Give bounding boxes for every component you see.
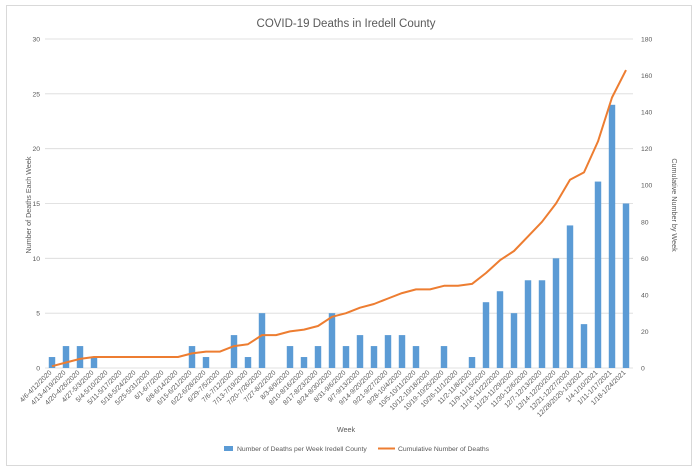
- bar: [510, 313, 518, 368]
- y2-tick-label: 140: [641, 110, 653, 117]
- y2-axis-title: Cumulative Number by Week: [670, 158, 679, 252]
- bar: [230, 335, 238, 368]
- bar: [552, 258, 560, 368]
- bar: [440, 346, 448, 368]
- chart-frame: [6, 5, 692, 466]
- y2-tick-label: 160: [641, 73, 653, 80]
- bar: [188, 346, 196, 368]
- chart-title: COVID-19 Deaths in Iredell County: [257, 18, 436, 30]
- bar: [90, 357, 98, 368]
- y-tick-label: 0: [36, 366, 40, 373]
- y2-tick-label: 80: [641, 219, 649, 226]
- bar: [314, 346, 322, 368]
- bar-series: [48, 104, 630, 369]
- bar: [258, 313, 266, 368]
- y2-tick-label: 20: [641, 329, 649, 336]
- y2-tick-label: 60: [641, 256, 649, 263]
- y-axis-title: Number of Deaths Each Week: [24, 156, 33, 253]
- bar: [244, 357, 252, 368]
- legend-bar-label: Number of Deaths per Week Iredell County: [237, 446, 367, 453]
- right-axis-ticks: 0 20 40 60 80 100 120 140 160 180: [641, 37, 653, 373]
- y2-tick-label: 40: [641, 292, 649, 299]
- y2-tick-label: 120: [641, 146, 653, 153]
- bar: [580, 324, 588, 368]
- gridlines: [45, 38, 633, 369]
- y-tick-label: 30: [32, 37, 40, 44]
- bar: [342, 346, 350, 368]
- bar: [566, 225, 574, 368]
- bar: [202, 357, 210, 368]
- bar: [412, 346, 420, 368]
- legend: Number of Deaths per Week Iredell County…: [224, 446, 490, 453]
- y2-tick-label: 100: [641, 183, 653, 190]
- bar: [384, 335, 392, 368]
- bar: [398, 335, 406, 368]
- x-axis-ticks: 4/6-4/12/20204/13-4/19/20204/20-4/26/202…: [19, 369, 628, 418]
- bar: [300, 357, 308, 368]
- bar: [48, 357, 56, 368]
- y2-tick-label: 0: [641, 366, 645, 373]
- legend-line-label: Cumulative Number of Deaths: [398, 446, 490, 453]
- bar: [524, 280, 532, 368]
- bar: [622, 203, 630, 368]
- bar: [482, 302, 490, 368]
- y-tick-label: 10: [32, 256, 40, 263]
- left-axis-ticks: 0 5 10 15 20 25 30: [32, 37, 40, 373]
- bar: [370, 346, 378, 368]
- y-tick-label: 15: [32, 201, 40, 208]
- bar: [62, 346, 70, 368]
- y2-tick-label: 180: [641, 37, 653, 44]
- cumulative-line: [51, 69, 627, 368]
- bar: [608, 104, 616, 369]
- bar: [594, 181, 602, 368]
- line-series-group: [51, 69, 627, 368]
- bar: [496, 291, 504, 368]
- y-tick-label: 5: [36, 311, 40, 318]
- bar: [356, 335, 364, 368]
- bar: [286, 346, 294, 368]
- bar: [76, 346, 84, 368]
- bar: [328, 313, 336, 368]
- x-axis-title: Week: [337, 425, 356, 434]
- legend-bar-swatch: [224, 446, 233, 451]
- bar: [538, 280, 546, 368]
- y-tick-label: 20: [32, 146, 40, 153]
- bar: [468, 357, 476, 368]
- y-tick-label: 25: [32, 91, 40, 98]
